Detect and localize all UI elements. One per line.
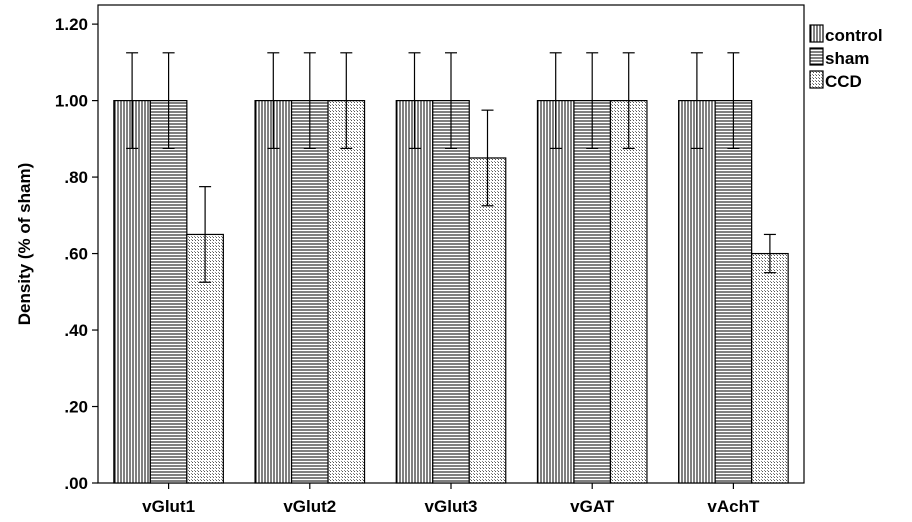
bar-control-vAchT — [678, 99, 716, 484]
bar-control-vGlut3 — [395, 99, 434, 484]
y-tick-label: .80 — [64, 168, 88, 187]
bar-sham-vAchT — [714, 99, 753, 484]
legend: control sham CCD — [809, 24, 883, 91]
legend-swatch-control — [809, 24, 824, 43]
bar-sham-vGlut3 — [432, 99, 470, 484]
y-axis-title: Density (% of sham) — [15, 163, 34, 325]
error-bars-group — [126, 52, 776, 283]
x-tick-label-vGlut2: vGlut2 — [283, 497, 336, 516]
legend-label-sham: sham — [825, 49, 869, 68]
bars-group — [113, 99, 789, 484]
x-axis: vGlut1 vGlut2 vGlut3 vGAT vAchT — [142, 483, 760, 516]
y-tick-label: .00 — [64, 474, 88, 493]
x-tick-label-vGlut3: vGlut3 — [425, 497, 478, 516]
bar-sham-vGAT — [573, 99, 612, 484]
bar-CCD-vGAT — [609, 99, 648, 484]
bar-control-vGlut2 — [254, 99, 293, 484]
legend-label-control: control — [825, 26, 883, 45]
y-tick-label: .20 — [64, 398, 88, 417]
legend-label-CCD: CCD — [825, 72, 862, 91]
bar-sham-vGlut1 — [149, 99, 188, 484]
legend-swatch-CCD — [809, 70, 824, 89]
bar-CCD-vGlut3 — [468, 157, 507, 484]
bar-sham-vGlut2 — [290, 99, 329, 484]
bar-control-vGAT — [536, 99, 575, 484]
y-tick-label: .40 — [64, 321, 88, 340]
y-tick-label: 1.00 — [55, 92, 88, 111]
bar-control-vGlut1 — [113, 99, 151, 484]
x-tick-label-vAchT: vAchT — [707, 497, 760, 516]
x-tick-label-vGlut1: vGlut1 — [142, 497, 195, 516]
y-tick-label: .60 — [64, 245, 88, 264]
bar-CCD-vGlut2 — [327, 99, 366, 484]
bar-CCD-vAchT — [751, 252, 789, 484]
x-tick-label-vGAT: vGAT — [570, 497, 615, 516]
legend-swatch-sham — [809, 47, 824, 66]
y-axis: .00 .20 .40 .60 .80 1.00 1.20 — [55, 15, 98, 493]
y-tick-label: 1.20 — [55, 15, 88, 34]
